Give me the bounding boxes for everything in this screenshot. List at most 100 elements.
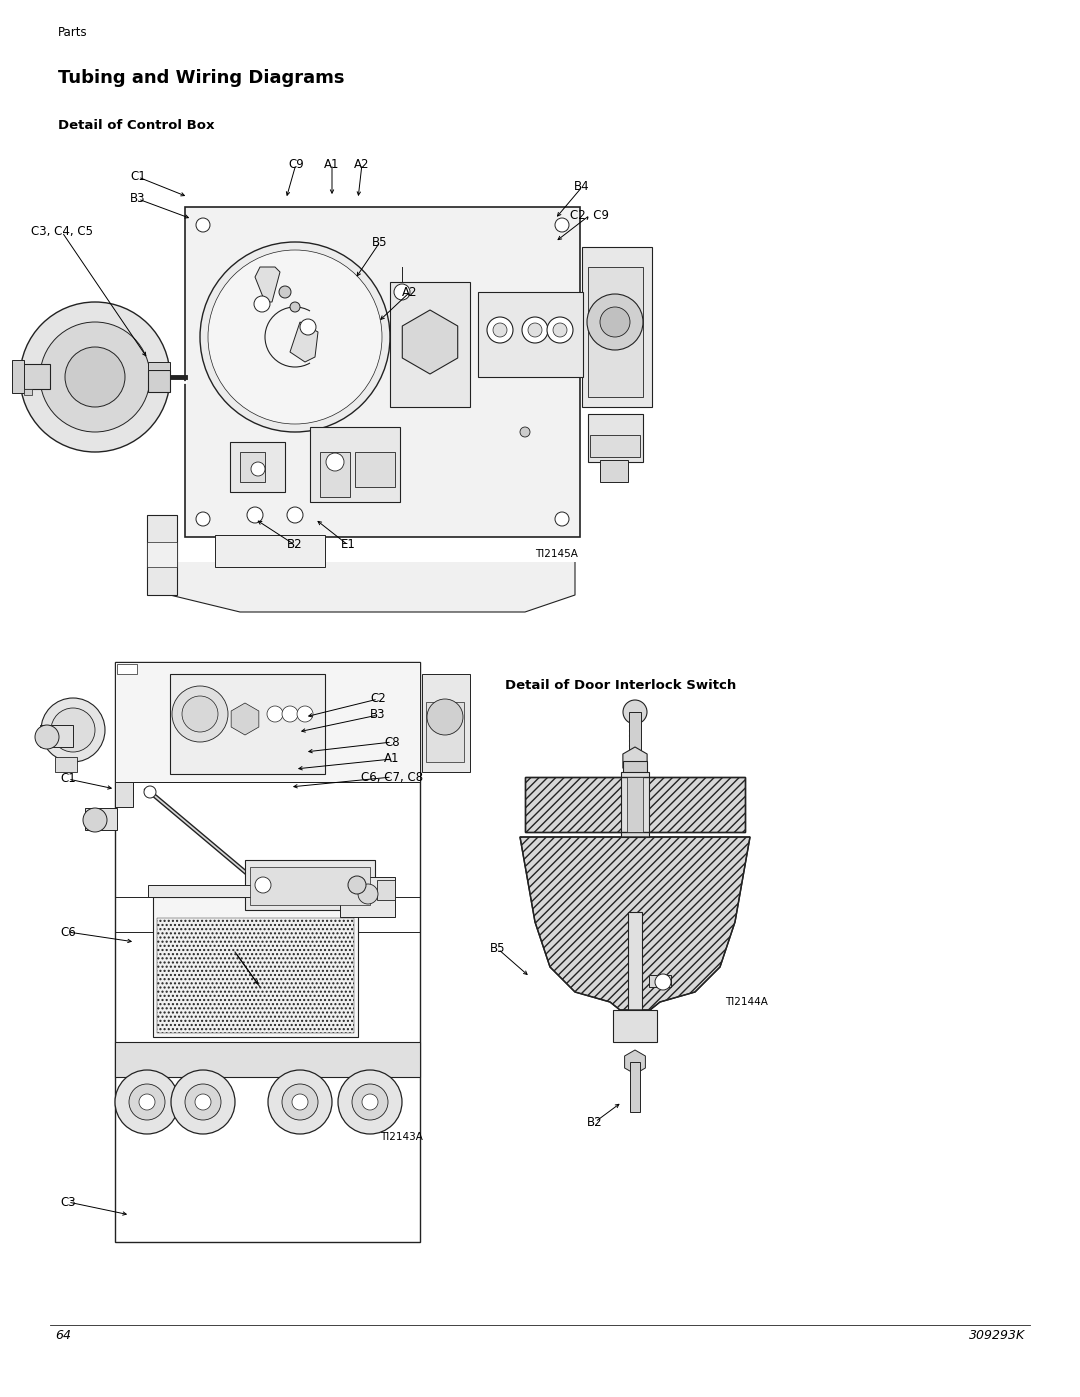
Bar [621, 773, 649, 837]
Bar [525, 777, 745, 833]
Circle shape [492, 323, 507, 337]
Text: C6, C7, C8: C6, C7, C8 [361, 771, 423, 784]
Text: Detail of Control Box: Detail of Control Box [58, 119, 215, 131]
Text: C2: C2 [370, 693, 386, 705]
Polygon shape [624, 1051, 646, 1074]
Circle shape [114, 1070, 179, 1134]
Polygon shape [519, 837, 750, 1010]
Text: C3: C3 [60, 1196, 76, 1208]
Bar [40, 725, 73, 747]
Bar [310, 427, 400, 502]
Circle shape [200, 242, 390, 432]
Circle shape [300, 319, 316, 335]
Bar [148, 370, 170, 393]
Bar [157, 918, 354, 1032]
Text: Tubing and Wiring Diagrams: Tubing and Wiring Diagrams [58, 68, 345, 87]
Circle shape [195, 511, 210, 527]
Text: C9: C9 [288, 158, 303, 170]
Text: B2: B2 [588, 1115, 603, 1129]
Circle shape [522, 317, 548, 344]
Bar [525, 777, 745, 833]
Circle shape [21, 302, 170, 453]
Text: C3, C4, C5: C3, C4, C5 [31, 225, 93, 239]
Bar [240, 453, 265, 482]
Bar [24, 388, 32, 395]
Circle shape [292, 1094, 308, 1111]
Circle shape [600, 307, 630, 337]
Bar [55, 757, 77, 773]
Circle shape [291, 302, 300, 312]
Circle shape [352, 1084, 388, 1120]
Circle shape [519, 427, 530, 437]
Circle shape [487, 317, 513, 344]
Text: 64: 64 [55, 1329, 71, 1343]
Circle shape [282, 705, 298, 722]
Bar [377, 880, 395, 900]
Circle shape [171, 1070, 235, 1134]
Circle shape [268, 1070, 332, 1134]
Bar [147, 542, 177, 567]
Bar [85, 807, 117, 830]
Circle shape [139, 1094, 156, 1111]
Bar [249, 868, 370, 905]
Text: B4: B4 [575, 180, 590, 194]
Bar [422, 673, 470, 773]
Circle shape [51, 708, 95, 752]
Circle shape [208, 250, 382, 425]
Bar [215, 535, 325, 567]
Bar [12, 360, 24, 393]
Circle shape [35, 725, 59, 749]
Circle shape [83, 807, 107, 833]
Circle shape [555, 511, 569, 527]
Text: TI2145A: TI2145A [535, 549, 578, 559]
Circle shape [348, 876, 366, 894]
Bar [147, 515, 177, 595]
Circle shape [41, 698, 105, 761]
Polygon shape [255, 267, 280, 302]
Circle shape [129, 1084, 165, 1120]
Bar [649, 975, 671, 988]
Bar [588, 267, 643, 397]
Bar [355, 453, 395, 488]
Text: C6: C6 [60, 925, 76, 939]
Circle shape [255, 879, 271, 895]
Bar [148, 886, 363, 897]
Circle shape [427, 698, 463, 735]
Bar [114, 662, 420, 782]
Text: C2, C9: C2, C9 [570, 208, 609, 222]
Circle shape [279, 286, 291, 298]
Circle shape [172, 686, 228, 742]
Bar [613, 1010, 657, 1042]
Polygon shape [231, 703, 259, 735]
Text: Parts: Parts [58, 27, 87, 39]
Bar [623, 761, 647, 780]
Circle shape [251, 462, 265, 476]
Circle shape [195, 218, 210, 232]
Circle shape [282, 1084, 318, 1120]
Text: C1: C1 [130, 170, 146, 183]
Bar [170, 673, 325, 774]
Circle shape [297, 705, 313, 722]
Polygon shape [402, 310, 458, 374]
Bar [630, 1062, 640, 1112]
Bar [185, 207, 580, 536]
Text: A1: A1 [384, 753, 400, 766]
Circle shape [394, 284, 410, 300]
Circle shape [40, 321, 150, 432]
Text: TI2144A: TI2144A [725, 997, 768, 1007]
Text: B3: B3 [370, 708, 386, 721]
Bar [21, 365, 50, 388]
Text: Detail of Door Interlock Switch: Detail of Door Interlock Switch [505, 679, 737, 692]
Text: B5: B5 [373, 236, 388, 249]
Text: 309293K: 309293K [969, 1329, 1025, 1343]
Bar [629, 712, 642, 752]
Bar [627, 777, 643, 833]
Text: B3: B3 [131, 193, 146, 205]
Circle shape [287, 507, 303, 522]
Bar [114, 1042, 420, 1077]
Circle shape [185, 1084, 221, 1120]
Bar [114, 662, 420, 1242]
Bar [582, 247, 652, 407]
Circle shape [326, 453, 345, 471]
Text: A1: A1 [324, 158, 340, 170]
